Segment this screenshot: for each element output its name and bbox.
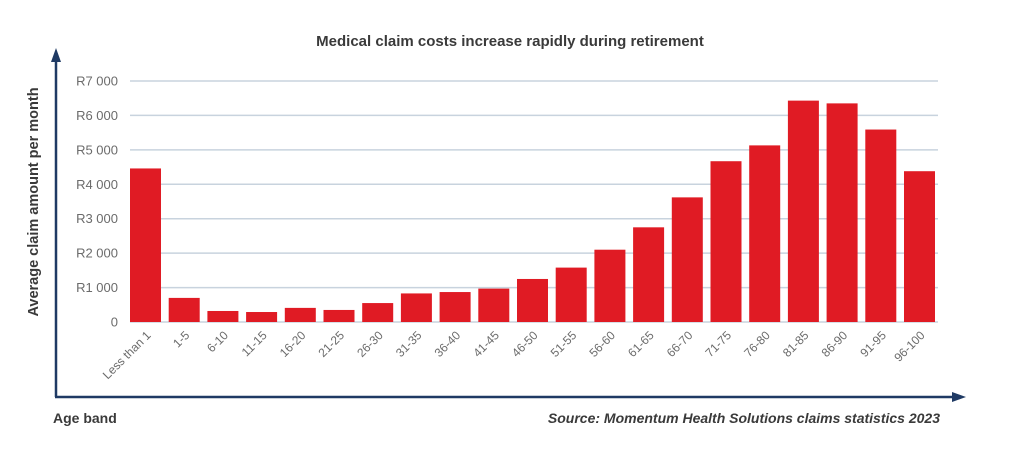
bar [904, 171, 935, 322]
bar [826, 103, 858, 322]
y-tick-labels: 0 R1 000 R2 000 R3 000 R4 000 R5 000 R6 000 R7 … [76, 74, 118, 330]
x-tick-label: Less than 1 [100, 328, 154, 382]
x-axis-label: Age band [53, 410, 117, 426]
y-axis-label: Average claim amount per month [26, 87, 42, 316]
x-tick-label: 71-75 [703, 328, 735, 360]
x-tick-label: 11-15 [239, 328, 270, 359]
source-note: Source: Momentum Health Solutions claims… [548, 410, 940, 426]
x-tick-label: 1-5 [170, 328, 192, 350]
gridlines [130, 80, 938, 323]
bar [517, 278, 548, 322]
x-axis [55, 392, 966, 402]
y-tick-label: R7 000 [76, 74, 118, 89]
bar [400, 293, 432, 322]
x-tick-label: 6-10 [204, 328, 231, 355]
bars [130, 100, 935, 322]
bar [633, 227, 665, 322]
bar [130, 168, 161, 322]
x-tick-label: 76-80 [741, 328, 773, 360]
x-tick-label: 16-20 [277, 328, 309, 360]
x-tick-label: 36-40 [432, 328, 464, 360]
x-tick-label: 41-45 [470, 328, 502, 360]
y-axis-arrow-icon [51, 48, 61, 62]
bar [207, 310, 239, 322]
bar [555, 267, 587, 322]
bar [246, 312, 278, 322]
x-tick-label: 81-85 [780, 328, 812, 360]
bar [594, 249, 626, 322]
x-tick-label: 31-35 [393, 328, 425, 360]
chart-title: Medical claim costs increase rapidly dur… [316, 33, 704, 50]
bar [865, 129, 897, 322]
bar [749, 145, 781, 322]
x-tick-label: 51-55 [548, 328, 580, 360]
bar [362, 303, 394, 322]
y-axis [51, 48, 61, 397]
bar [787, 100, 819, 322]
x-tick-label: 66-70 [664, 328, 696, 360]
y-tick-label: R4 000 [76, 177, 118, 192]
x-tick-label: 61-65 [625, 328, 657, 360]
x-tick-labels: Less than 1 1-5 6-10 11-15 16-20 21-25 26-30 31… [100, 328, 928, 382]
bar [168, 297, 200, 322]
bar [710, 161, 742, 322]
bar [478, 288, 510, 322]
y-tick-label: R1 000 [76, 280, 118, 295]
x-tick-label: 46-50 [509, 328, 541, 360]
bar [323, 309, 355, 322]
y-tick-label: R3 000 [76, 211, 118, 226]
x-axis-arrow-icon [952, 392, 966, 402]
bar [284, 307, 316, 322]
y-tick-label: R6 000 [76, 108, 118, 123]
x-tick-label: 56-60 [586, 328, 618, 360]
x-tick-label: 86-90 [819, 328, 851, 360]
x-tick-label: 91-95 [857, 328, 889, 360]
y-tick-label: R2 000 [76, 246, 118, 261]
y-tick-label: R5 000 [76, 142, 118, 157]
bar [439, 292, 471, 322]
x-tick-label: 26-30 [354, 328, 386, 360]
x-tick-label: 96-100 [891, 328, 928, 365]
x-tick-label: 21-25 [316, 328, 348, 360]
y-tick-label: 0 [111, 315, 118, 330]
bar [671, 197, 703, 322]
